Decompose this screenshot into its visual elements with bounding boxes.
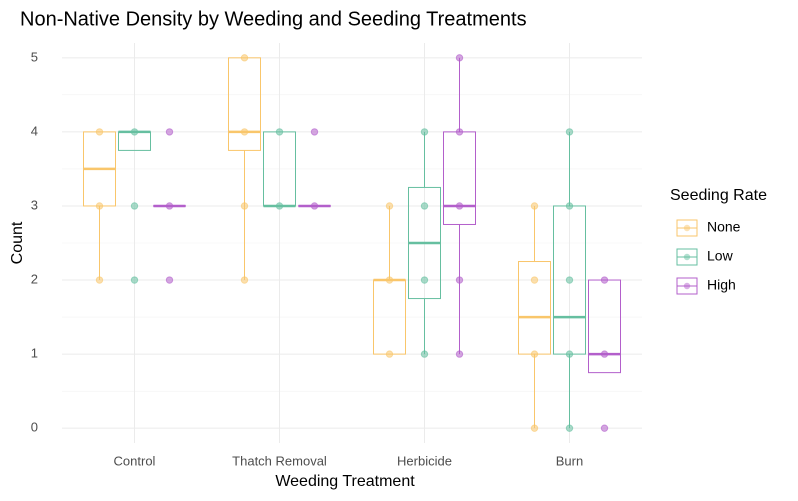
y-tick-label: 1 — [31, 346, 38, 361]
x-tick-label: Control — [114, 453, 156, 468]
point — [420, 350, 429, 358]
x-axis-title: Weeding Treatment — [275, 473, 415, 490]
point — [95, 276, 104, 284]
point — [530, 350, 539, 358]
x-tick-label: Thatch Removal — [232, 453, 327, 468]
box — [588, 279, 621, 374]
x-tick-label: Burn — [556, 453, 583, 468]
point — [95, 202, 104, 210]
point — [275, 128, 284, 136]
y-tick-label: 0 — [31, 420, 38, 435]
legend-label: High — [707, 277, 736, 293]
point — [240, 128, 249, 136]
point — [455, 54, 464, 62]
box — [518, 261, 551, 355]
legend-key — [683, 282, 691, 290]
point — [600, 424, 609, 432]
point — [530, 276, 539, 284]
point — [95, 128, 104, 136]
point — [600, 350, 609, 358]
chart-title: Non-Native Density by Weeding and Seedin… — [20, 8, 527, 30]
point — [240, 276, 249, 284]
legend-key — [683, 253, 691, 261]
legend-title: Seeding Rate — [670, 187, 767, 204]
point — [275, 202, 284, 210]
point — [420, 202, 429, 210]
point — [130, 202, 139, 210]
point — [310, 128, 319, 136]
point — [385, 202, 394, 210]
point — [420, 128, 429, 136]
point — [420, 276, 429, 284]
point — [455, 276, 464, 284]
y-tick-label: 5 — [31, 49, 38, 64]
point — [455, 350, 464, 358]
point — [530, 202, 539, 210]
point — [455, 128, 464, 136]
point — [600, 276, 609, 284]
box — [443, 131, 476, 225]
point — [530, 424, 539, 432]
y-tick-label: 3 — [31, 197, 38, 212]
point — [165, 276, 174, 284]
box — [228, 57, 261, 151]
point — [565, 350, 574, 358]
point — [565, 128, 574, 136]
y-tick-label: 4 — [31, 123, 38, 138]
point — [565, 424, 574, 432]
x-tick-label: Herbicide — [397, 453, 452, 468]
point — [130, 276, 139, 284]
point — [565, 202, 574, 210]
y-tick-label: 2 — [31, 271, 38, 286]
point — [455, 202, 464, 210]
point — [565, 276, 574, 284]
legend-label: None — [707, 219, 741, 235]
point — [240, 202, 249, 210]
legend-label: Low — [707, 248, 734, 264]
point — [165, 202, 174, 210]
legend-key — [683, 224, 691, 232]
point — [385, 276, 394, 284]
y-axis-title: Count — [9, 221, 26, 264]
point — [165, 128, 174, 136]
point — [310, 202, 319, 210]
point — [130, 128, 139, 136]
point — [240, 54, 249, 62]
point — [385, 350, 394, 358]
